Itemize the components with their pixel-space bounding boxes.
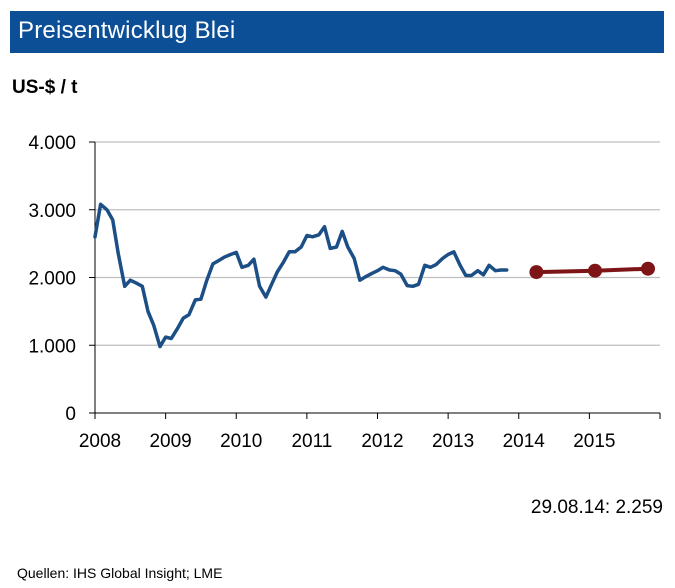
y-tick-label: 2.000 xyxy=(28,269,76,290)
y-tick-labels: 0 1.000 2.000 3.000 4.000 xyxy=(28,133,76,425)
x-tick-label: 2014 xyxy=(503,431,546,452)
y-tick-label: 0 xyxy=(65,404,76,425)
y-tick-label: 3.000 xyxy=(28,201,76,222)
axes xyxy=(89,141,661,419)
x-tick-label: 2013 xyxy=(432,431,474,452)
forecast-point xyxy=(640,261,655,276)
forecast-point xyxy=(529,265,544,280)
x-tick-label: 2010 xyxy=(220,431,262,452)
latest-price-note: 29.08.14: 2.259 xyxy=(530,497,663,518)
grid-lines xyxy=(95,141,660,346)
x-tick-label: 2011 xyxy=(291,431,332,452)
forecast-point xyxy=(588,263,603,278)
y-tick-label: 1.000 xyxy=(28,336,76,357)
y-tick-label: 4.000 xyxy=(28,133,76,154)
x-tick-label: 2009 xyxy=(149,431,191,452)
title-bar: Preisentwicklug Blei xyxy=(10,11,664,53)
sources-note: Quellen: IHS Global Insight; LME xyxy=(17,565,223,581)
chart-title: Preisentwicklug Blei xyxy=(18,17,236,44)
series-group xyxy=(93,202,655,349)
y-axis-unit-label: US-$ / t xyxy=(12,77,78,98)
x-tick-label: 2015 xyxy=(573,431,615,452)
history-series-line xyxy=(93,202,509,349)
x-tick-label: 2008 xyxy=(79,431,121,452)
x-tick-labels: 2008 2009 2010 2011 2012 2013 2014 2015 xyxy=(79,431,616,452)
x-tick-label: 2012 xyxy=(361,431,403,452)
